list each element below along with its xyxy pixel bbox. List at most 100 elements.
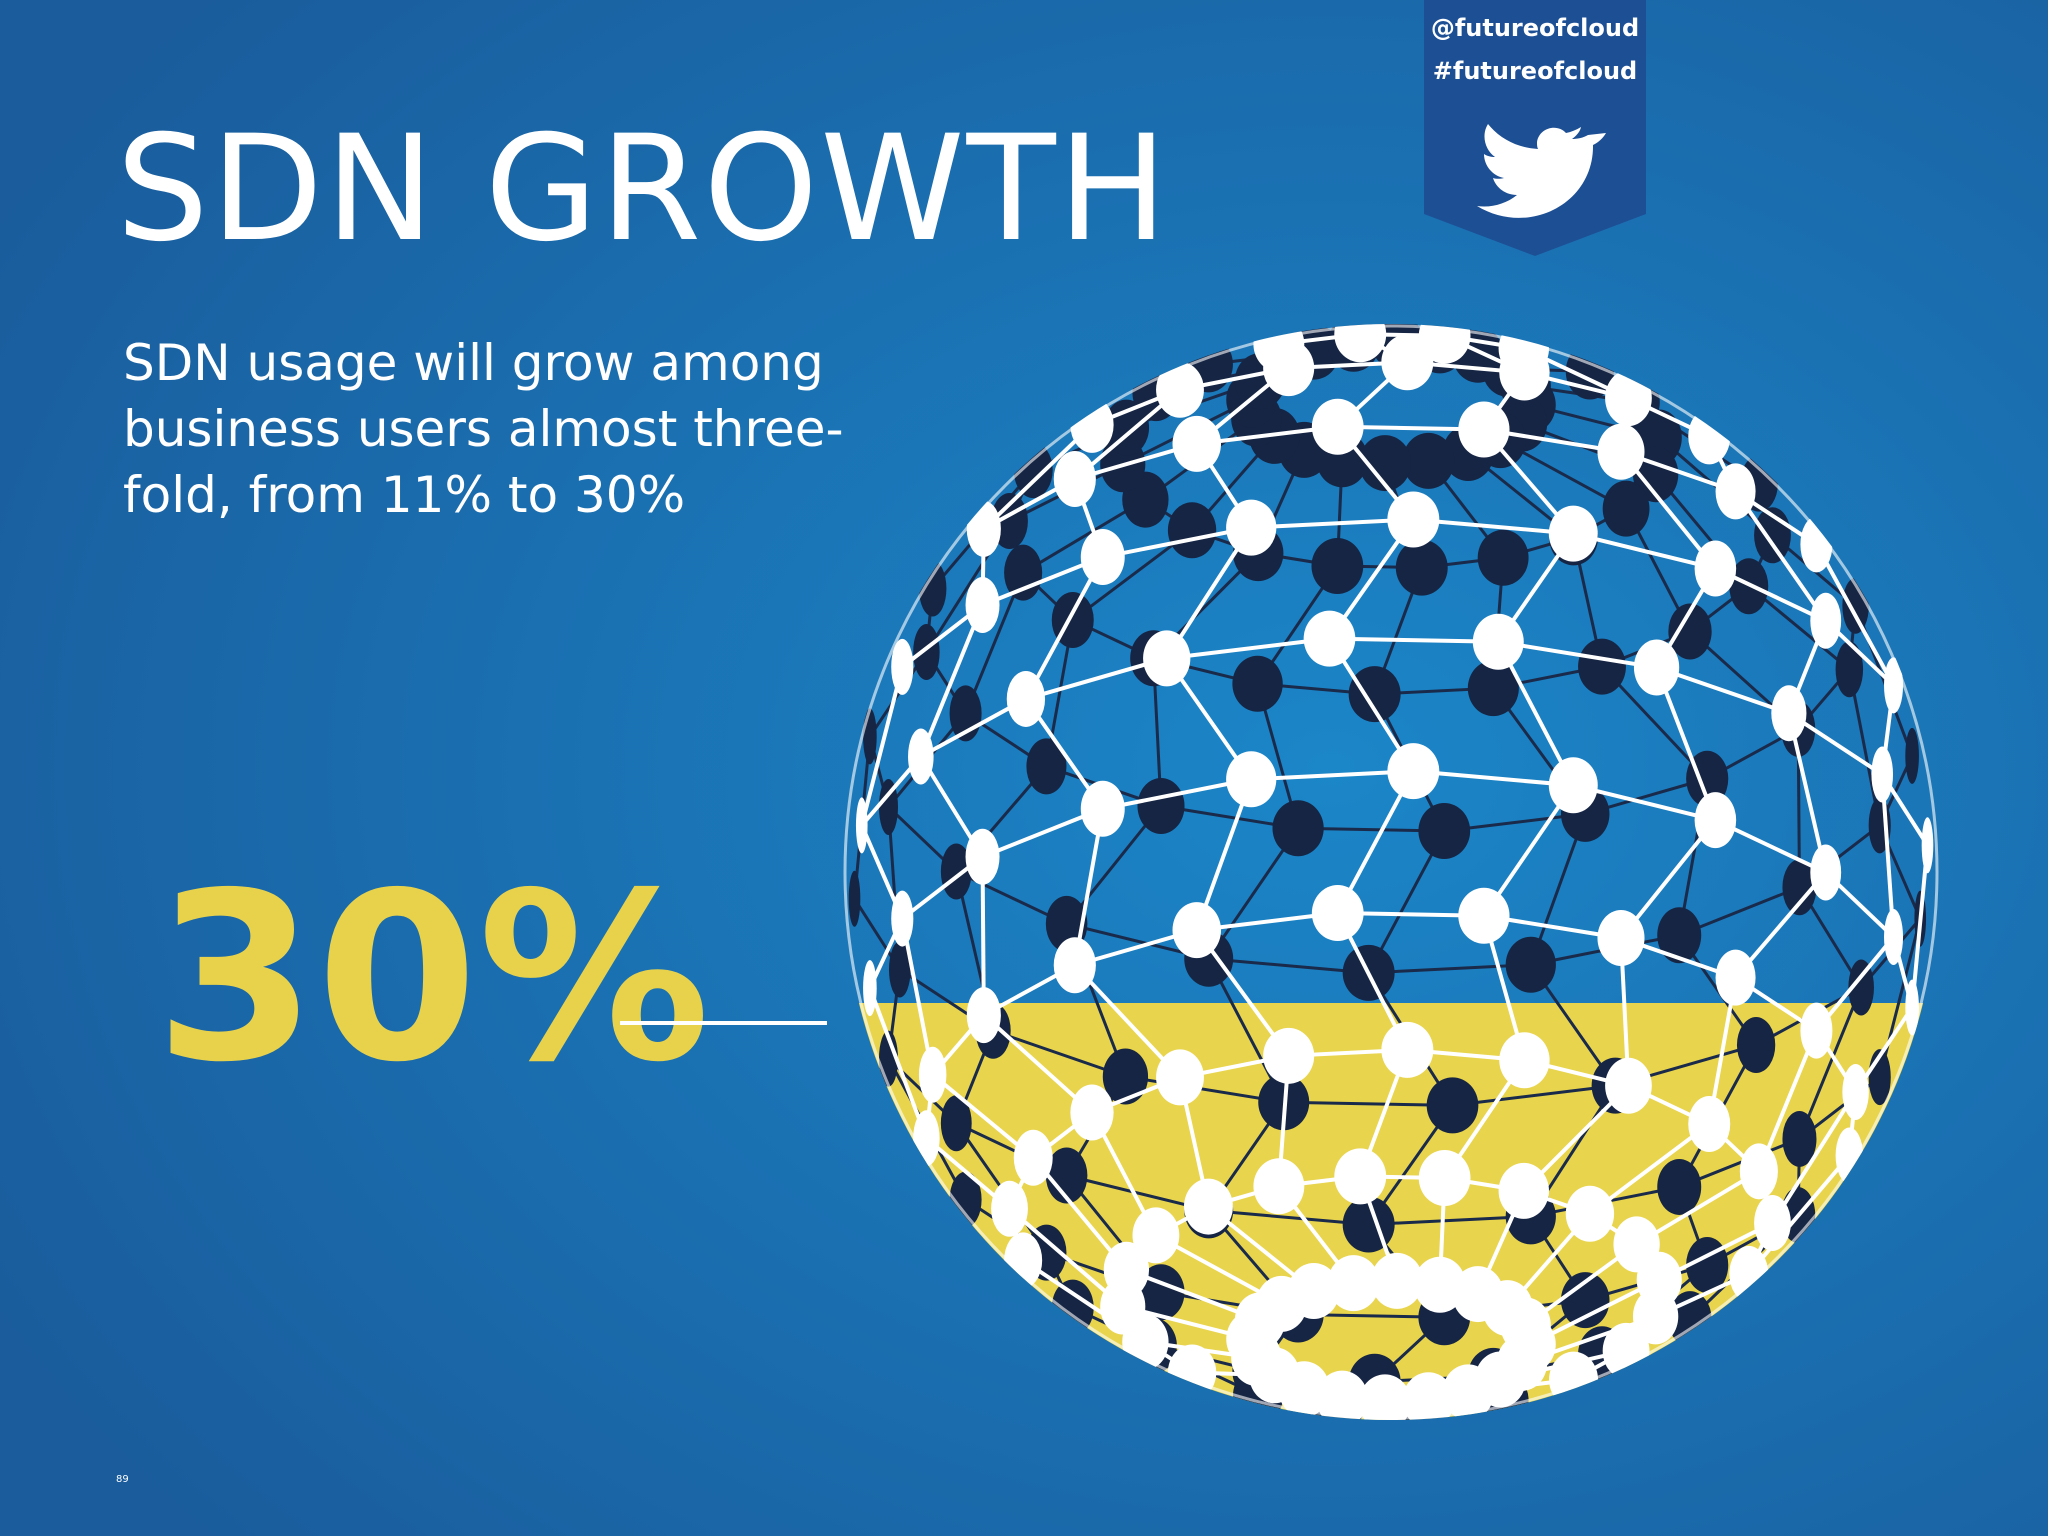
lattice-node-back — [1272, 800, 1324, 857]
lattice-link — [1413, 769, 1574, 788]
lattice-node — [1334, 324, 1387, 363]
lattice-node — [1381, 1021, 1434, 1078]
lattice-node — [1548, 757, 1598, 814]
lattice-node — [1498, 1162, 1549, 1219]
lattice-node — [1080, 780, 1125, 837]
lattice-node-back — [1477, 529, 1529, 586]
lattice-node — [1884, 909, 1904, 966]
lattice-node — [1739, 1143, 1778, 1200]
twitter-ribbon — [1424, 0, 1646, 256]
lattice-node — [1418, 324, 1471, 364]
lattice-node — [1458, 401, 1510, 458]
lattice-link — [1747, 1154, 1851, 1276]
lattice-node-back — [1505, 936, 1556, 993]
lattice-link — [1008, 1207, 1125, 1308]
lattice-node-back — [1167, 502, 1217, 559]
lattice-node — [1387, 491, 1440, 548]
lattice-node — [1132, 1207, 1180, 1264]
lattice-node — [1418, 1149, 1471, 1206]
lattice-node-back — [1232, 655, 1283, 712]
lattice-node — [855, 797, 868, 854]
page-number: 89 — [116, 1474, 129, 1485]
lattice-node — [1103, 1241, 1150, 1298]
lattice-link-back — [1208, 957, 1369, 975]
lattice-link — [1102, 777, 1252, 811]
lattice-link — [982, 423, 1094, 531]
lattice-link-back — [1368, 1214, 1531, 1227]
lattice-node-back — [1418, 802, 1471, 859]
lattice-node — [1633, 639, 1680, 696]
lattice-link — [1251, 517, 1414, 530]
lattice-node — [1810, 592, 1842, 649]
lattice-link — [1024, 556, 1105, 700]
lattice-node — [1183, 1178, 1233, 1235]
lattice-link-back — [1125, 1075, 1284, 1104]
lattice-node-back — [1426, 1077, 1479, 1134]
lattice-node-back — [1467, 660, 1519, 717]
lattice-node — [918, 1046, 947, 1103]
lattice-node-back — [1835, 641, 1864, 698]
lattice-node-back — [1402, 432, 1455, 489]
lattice-node — [1565, 1185, 1615, 1242]
lattice-link — [1251, 769, 1414, 782]
lattice-link — [918, 604, 985, 758]
lattice-node — [1311, 398, 1364, 455]
lattice-link — [1733, 490, 1828, 622]
lattice-node — [1810, 844, 1842, 901]
lattice-node — [1771, 685, 1807, 742]
lattice-node — [991, 1180, 1028, 1237]
lattice-node — [1842, 1063, 1869, 1120]
lattice-node-back — [1137, 777, 1185, 834]
lattice-node — [1013, 1129, 1053, 1186]
lattice-node-back — [1657, 907, 1702, 964]
lattice-node — [1156, 1049, 1204, 1106]
lattice-node — [1053, 937, 1096, 994]
lattice-link-back — [1452, 1084, 1616, 1107]
lattice-node — [1921, 817, 1934, 874]
lattice-node — [965, 577, 1000, 634]
lattice-node — [1694, 540, 1737, 597]
lattice-node — [1172, 902, 1222, 959]
lattice-node — [1871, 746, 1894, 803]
lattice-link — [859, 666, 905, 826]
lattice-node — [1226, 751, 1277, 808]
lattice-link — [1497, 639, 1657, 670]
lattice-node — [1156, 361, 1204, 418]
lattice-node-back — [1736, 1017, 1776, 1074]
lattice-node-back — [1782, 859, 1817, 916]
slide-title: SDN GROWTH — [116, 104, 1170, 274]
lattice-link — [1910, 845, 1930, 1008]
lattice-node — [1006, 670, 1046, 727]
lattice-link-back — [1283, 1100, 1453, 1107]
twitter-handle: @futureofcloud — [1431, 14, 1639, 42]
lattice-node-back — [1348, 666, 1401, 723]
lattice-node — [1327, 1255, 1380, 1312]
lattice-node — [1334, 1148, 1387, 1205]
twitter-hashtag: #futureofcloud — [1433, 57, 1637, 85]
lattice-node — [1499, 1032, 1550, 1089]
lattice-node — [1381, 334, 1434, 391]
lattice-node — [908, 728, 934, 785]
lattice-node — [1303, 610, 1356, 667]
lattice-link — [1102, 525, 1252, 560]
lattice-link-back — [992, 1029, 1126, 1078]
lattice-node — [1715, 949, 1756, 1006]
lattice-link — [1329, 636, 1499, 644]
lattice-node — [1442, 1364, 1494, 1420]
lattice-node — [1370, 1252, 1423, 1309]
lattice-node-back — [1782, 1110, 1817, 1167]
lattice-node — [1263, 1027, 1315, 1084]
lattice-link — [1166, 636, 1330, 661]
lattice-node — [1143, 630, 1191, 687]
lattice-link — [1786, 712, 1828, 873]
lattice-node — [1311, 885, 1364, 942]
lattice-node — [1605, 1057, 1652, 1114]
lattice-node — [1288, 1263, 1340, 1320]
lattice-node-back — [940, 843, 972, 900]
lattice-node — [1548, 505, 1598, 562]
lattice-node-back — [848, 870, 861, 927]
twitter-bird-icon — [1477, 124, 1606, 218]
lattice-link-back — [1208, 1208, 1369, 1227]
lattice-link-back — [1368, 963, 1531, 975]
